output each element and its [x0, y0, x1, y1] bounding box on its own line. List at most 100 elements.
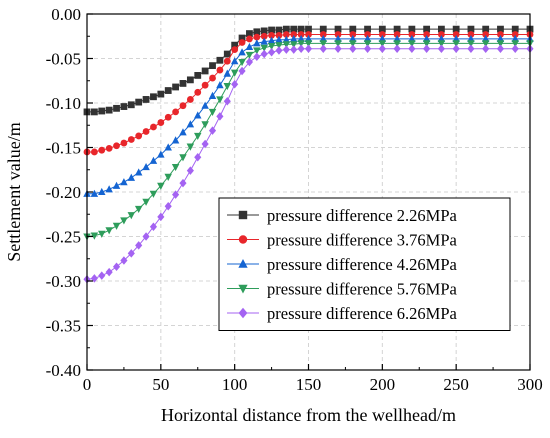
legend-item: pressure difference 2.26MPa [227, 206, 458, 225]
data-point [467, 31, 475, 38]
data-point [349, 31, 357, 38]
series-2 [83, 31, 534, 156]
data-point [275, 26, 283, 34]
data-point [253, 28, 261, 36]
data-point [120, 178, 128, 186]
legend-item: pressure difference 6.26MPa [227, 304, 458, 323]
data-point [334, 44, 342, 53]
data-point [186, 120, 195, 128]
data-point [393, 31, 401, 38]
data-point [98, 230, 106, 238]
data-point [452, 40, 460, 48]
data-point [282, 31, 290, 38]
series-5 [83, 44, 534, 284]
data-point [135, 98, 143, 106]
data-point [186, 166, 194, 175]
series-line [87, 38, 530, 195]
x-tick-label: 300 [517, 375, 543, 394]
data-point [267, 42, 276, 51]
data-point [297, 40, 305, 48]
data-point [334, 34, 342, 42]
data-point [194, 88, 202, 96]
grid [87, 14, 530, 370]
data-point [260, 44, 268, 52]
data-point [305, 25, 312, 33]
series-3 [83, 34, 534, 197]
data-point [223, 50, 231, 58]
data-point [408, 25, 416, 33]
data-point [253, 52, 261, 61]
data-point [334, 40, 342, 48]
data-point [260, 49, 268, 59]
legend: pressure difference 2.26MPa pressure diff… [218, 197, 511, 331]
data-point [437, 34, 446, 42]
data-point [297, 44, 305, 53]
y-axis-title: Settlement value/m [4, 122, 24, 261]
data-point [135, 132, 143, 140]
data-point [149, 156, 158, 164]
data-point [201, 81, 209, 89]
data-point [275, 46, 283, 55]
data-point [282, 41, 291, 49]
data-point [201, 67, 209, 75]
data-point [422, 40, 431, 48]
data-point [157, 212, 165, 222]
legend-box [218, 197, 511, 331]
data-point [511, 44, 519, 53]
data-point [268, 48, 276, 57]
series-layer [83, 25, 534, 284]
data-point [150, 123, 157, 131]
data-point [238, 59, 246, 67]
data-point [142, 96, 150, 103]
x-axis-title: Horizontal distance from the wellhead/m [161, 405, 456, 425]
data-point [438, 31, 445, 38]
data-point [260, 27, 268, 35]
data-point [208, 108, 217, 116]
data-point [230, 57, 239, 65]
data-point [364, 31, 371, 38]
data-point [223, 96, 231, 106]
data-point [423, 44, 431, 53]
data-point [194, 132, 202, 141]
data-point [437, 40, 446, 48]
data-point [208, 91, 217, 99]
data-point [150, 93, 157, 101]
legend-label: pressure difference 2.26MPa [267, 206, 458, 225]
series-line [87, 28, 530, 113]
data-point [238, 66, 246, 76]
legend-marker [238, 210, 248, 220]
data-point [378, 40, 387, 48]
legend-item: pressure difference 3.76MPa [227, 231, 458, 250]
x-tick-label: 150 [296, 375, 322, 394]
data-point [90, 274, 98, 283]
data-point [120, 217, 128, 225]
data-point [289, 34, 298, 42]
data-point [245, 57, 254, 67]
data-point [422, 34, 431, 42]
y-tick-label: -0.15 [46, 139, 81, 158]
data-point [201, 139, 209, 149]
data-point [496, 40, 505, 48]
data-point [497, 31, 504, 38]
y-tick-label: -0.05 [46, 50, 81, 69]
data-point [290, 25, 298, 33]
data-point [164, 173, 172, 181]
data-point [304, 34, 313, 42]
data-point [275, 42, 283, 50]
data-point [393, 40, 401, 48]
y-tick-label: -0.10 [46, 94, 81, 113]
data-point [408, 44, 416, 53]
data-point [268, 31, 275, 39]
data-point [90, 232, 99, 240]
data-point [105, 185, 113, 193]
data-point [482, 44, 490, 53]
data-point [297, 34, 305, 42]
y-tick-label: -0.30 [46, 272, 81, 291]
data-point [209, 62, 216, 70]
data-point [481, 34, 490, 42]
data-point [113, 104, 120, 112]
data-point [142, 198, 150, 206]
data-point [253, 33, 261, 41]
data-point [157, 90, 165, 98]
